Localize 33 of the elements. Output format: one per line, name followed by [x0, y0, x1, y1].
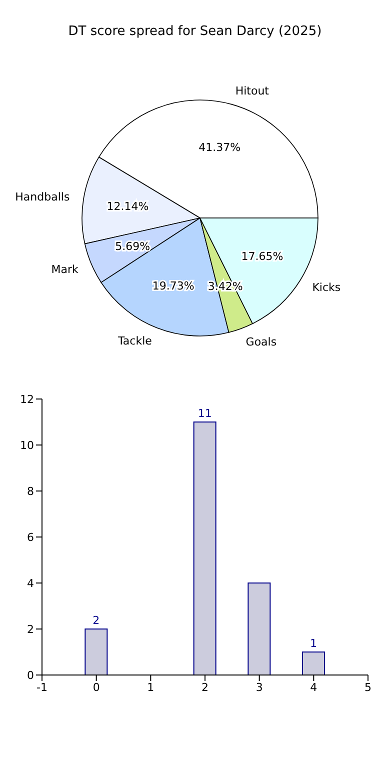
x-tick-label: 1: [147, 680, 154, 694]
y-tick-label: 10: [20, 438, 34, 452]
slice-label: Kicks: [312, 281, 341, 294]
data-label: 19.73%: [152, 280, 194, 293]
slice-label: Goals: [246, 335, 277, 348]
bar: [248, 582, 271, 675]
bar: [84, 628, 108, 675]
data-label: 11: [198, 407, 212, 420]
y-tick-label: 2: [27, 622, 34, 636]
x-tick-label: -1: [36, 680, 48, 694]
x-tick-label: 5: [364, 680, 372, 694]
chart-title: DT score spread for Sean Darcy (2025): [67, 24, 323, 39]
data-label: 12.14%: [106, 200, 149, 213]
x-tick-label: 4: [310, 680, 318, 694]
x-tick-label: 3: [256, 680, 263, 694]
y-tick-label: 4: [27, 576, 34, 590]
data-label: 41.37%: [198, 141, 241, 154]
x-tick-label: 2: [202, 680, 208, 694]
data-label: 2: [92, 614, 100, 627]
slice-label: Hitout: [235, 84, 270, 98]
data-label: 5.69%: [115, 240, 150, 253]
y-tick-label: 6: [27, 530, 34, 544]
y-tick-label: 8: [27, 484, 34, 498]
data-label: 17.65%: [241, 250, 284, 264]
data-label: 1: [310, 637, 317, 650]
bar: [302, 652, 325, 675]
y-tick-label: 12: [20, 392, 34, 406]
x-tick-label: 0: [92, 680, 100, 694]
slice-label: Mark: [51, 262, 80, 276]
slice-label: Tackle: [117, 334, 152, 348]
y-tick-label: 0: [27, 668, 34, 682]
bar: [193, 422, 216, 675]
slice-label: Handballs: [15, 190, 70, 204]
